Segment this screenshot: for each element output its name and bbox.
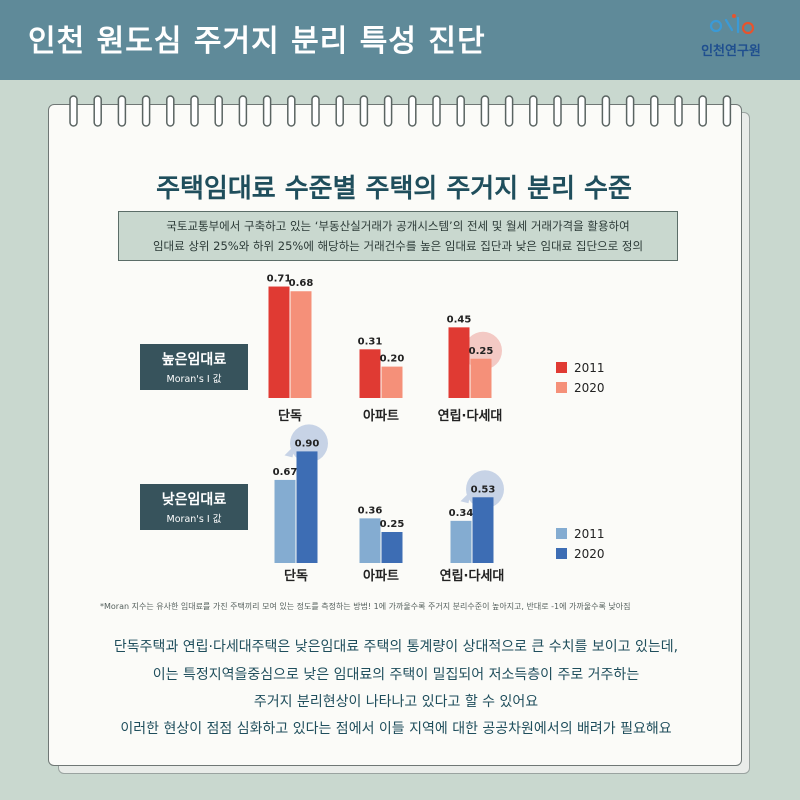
bar-2011-0	[268, 286, 290, 398]
category-label: 연립·다세대	[438, 408, 503, 424]
legend-swatch-2020	[556, 382, 567, 393]
binding-ring	[480, 95, 490, 127]
chart-title: 주택임대료 수준별 주택의 주거지 분리 수준	[156, 174, 632, 204]
spiral-rings	[69, 95, 732, 127]
value-label: 0.71	[267, 274, 292, 285]
low-rent-label: 낮은임대료 Moran's I 값	[140, 484, 248, 530]
value-label: 0.25	[469, 346, 494, 357]
binding-ring	[650, 95, 659, 127]
legend-label-2011: 2011	[574, 361, 605, 375]
legend-swatch-2011	[556, 528, 567, 539]
highlight-pointer	[460, 491, 471, 504]
header-banner: 인천 원도심 주거지 분리 특성 진단 인천연구원	[0, 0, 800, 80]
bar-2020-1	[381, 366, 403, 398]
category-label: 단독	[278, 408, 302, 424]
bar-2011-2	[448, 327, 470, 398]
legend-swatch-2011	[556, 362, 567, 373]
value-label: 0.34	[449, 508, 474, 519]
high-rent-chart: 0.710.68 단독 0.31 0.20 아파트 0.45 0.25 연립·다세대 2011 2…	[267, 274, 605, 424]
conclusion-line-3: 주거지 분리현상이 나타나고 있다고 할 수 있어요	[253, 694, 539, 710]
bar-2020-2	[472, 497, 494, 563]
high-rent-label: 높은임대료 Moran's I 값	[140, 344, 248, 390]
definition-box: 국토교통부에서 구축하고 있는 ‘부동산실거래가 공개시스템’의 전세 및 월세…	[118, 211, 678, 261]
binding-ring	[408, 95, 417, 127]
low-rent-label-main: 낮은임대료	[161, 492, 227, 508]
value-label: 0.45	[447, 314, 472, 325]
category-label: 아파트	[363, 408, 399, 424]
binding-ring	[311, 95, 320, 127]
bar-2011-1	[359, 518, 381, 563]
highlight-pointer	[284, 445, 295, 458]
binding-ring	[238, 95, 248, 127]
binding-ring	[674, 95, 683, 127]
binding-ring	[166, 95, 175, 127]
bar-2020-1	[381, 532, 403, 563]
footnote: *Moran 지수는 유사한 임대료를 가진 주택끼리 모여 있는 정도를 측정…	[100, 602, 631, 611]
conclusion-line-1: 단독주택과 연립·다세대주택은 낮은임대료 주택의 통계량이 상대적으로 큰 수…	[113, 639, 679, 655]
binding-ring	[141, 95, 151, 127]
legend-swatch-2020	[556, 548, 567, 559]
binding-ring	[456, 95, 465, 127]
low-rent-label-sub: Moran's I 값	[166, 514, 222, 525]
definition-line-1: 국토교통부에서 구축하고 있는 ‘부동산실거래가 공개시스템’의 전세 및 월세…	[166, 219, 630, 233]
legend-label-2020: 2020	[574, 547, 605, 561]
bar-2011-2	[450, 520, 472, 563]
legend-label-2020: 2020	[574, 381, 605, 395]
binding-ring	[287, 95, 296, 127]
binding-ring	[577, 95, 586, 127]
binding-ring	[432, 95, 441, 127]
header-title: 인천 원도심 주거지 분리 특성 진단	[28, 24, 486, 59]
binding-ring	[504, 95, 514, 127]
category-label: 아파트	[363, 568, 399, 584]
logo: 인천연구원	[686, 12, 776, 68]
bar-2011-0	[274, 479, 296, 563]
binding-ring	[625, 95, 635, 127]
binding-ring	[214, 95, 223, 127]
binding-ring	[335, 95, 344, 127]
binding-ring	[553, 95, 562, 127]
value-label: 0.67	[273, 467, 298, 478]
legend-label-2011: 2011	[574, 527, 605, 541]
bar-2011-1	[359, 349, 381, 398]
value-label: 0.20	[380, 354, 405, 365]
binding-ring	[601, 95, 611, 127]
binding-ring	[359, 95, 369, 127]
bar-2020-0	[296, 451, 318, 563]
low-rent-chart: 0.67 0.90 단독 0.36 0.25 아파트 0.34 0.53 연립·다세대 2011 2…	[273, 424, 605, 584]
bar-2020-2	[470, 358, 492, 398]
high-rent-label-main: 높은임대료	[161, 352, 227, 368]
conclusion-line-2: 이는 특정지역을중심으로 낮은 임대료의 주택이 밀집되어 저소득층이 주로 거…	[152, 667, 640, 683]
binding-ring	[698, 95, 707, 127]
high-rent-label-sub: Moran's I 값	[166, 374, 222, 385]
conclusion-line-4: 이러한 현상이 점점 심화하고 있다는 점에서 이들 지역에 대한 공공차원에서…	[120, 721, 672, 737]
value-label: 0.31	[358, 336, 383, 347]
value-label: 0.68	[289, 278, 314, 289]
bar-2020-0	[290, 291, 312, 398]
logo-text: 인천연구원	[701, 44, 761, 59]
category-label: 연립·다세대	[440, 568, 505, 584]
value-label: 0.25	[380, 519, 405, 530]
category-label: 단독	[284, 568, 308, 584]
value-label: 0.53	[471, 484, 496, 495]
binding-ring	[722, 95, 732, 127]
binding-ring	[529, 95, 538, 127]
logo-icon	[709, 14, 755, 35]
definition-line-2: 임대료 상위 25%와 하위 25%에 해당하는 거래건수를 높은 임대료 집단…	[152, 239, 644, 253]
binding-ring	[69, 95, 78, 127]
binding-ring	[262, 95, 272, 127]
value-label: 0.36	[358, 505, 383, 516]
binding-ring	[190, 95, 199, 127]
binding-ring	[117, 95, 127, 127]
binding-ring	[383, 95, 393, 127]
binding-ring	[93, 95, 102, 127]
value-label: 0.90	[295, 438, 320, 449]
